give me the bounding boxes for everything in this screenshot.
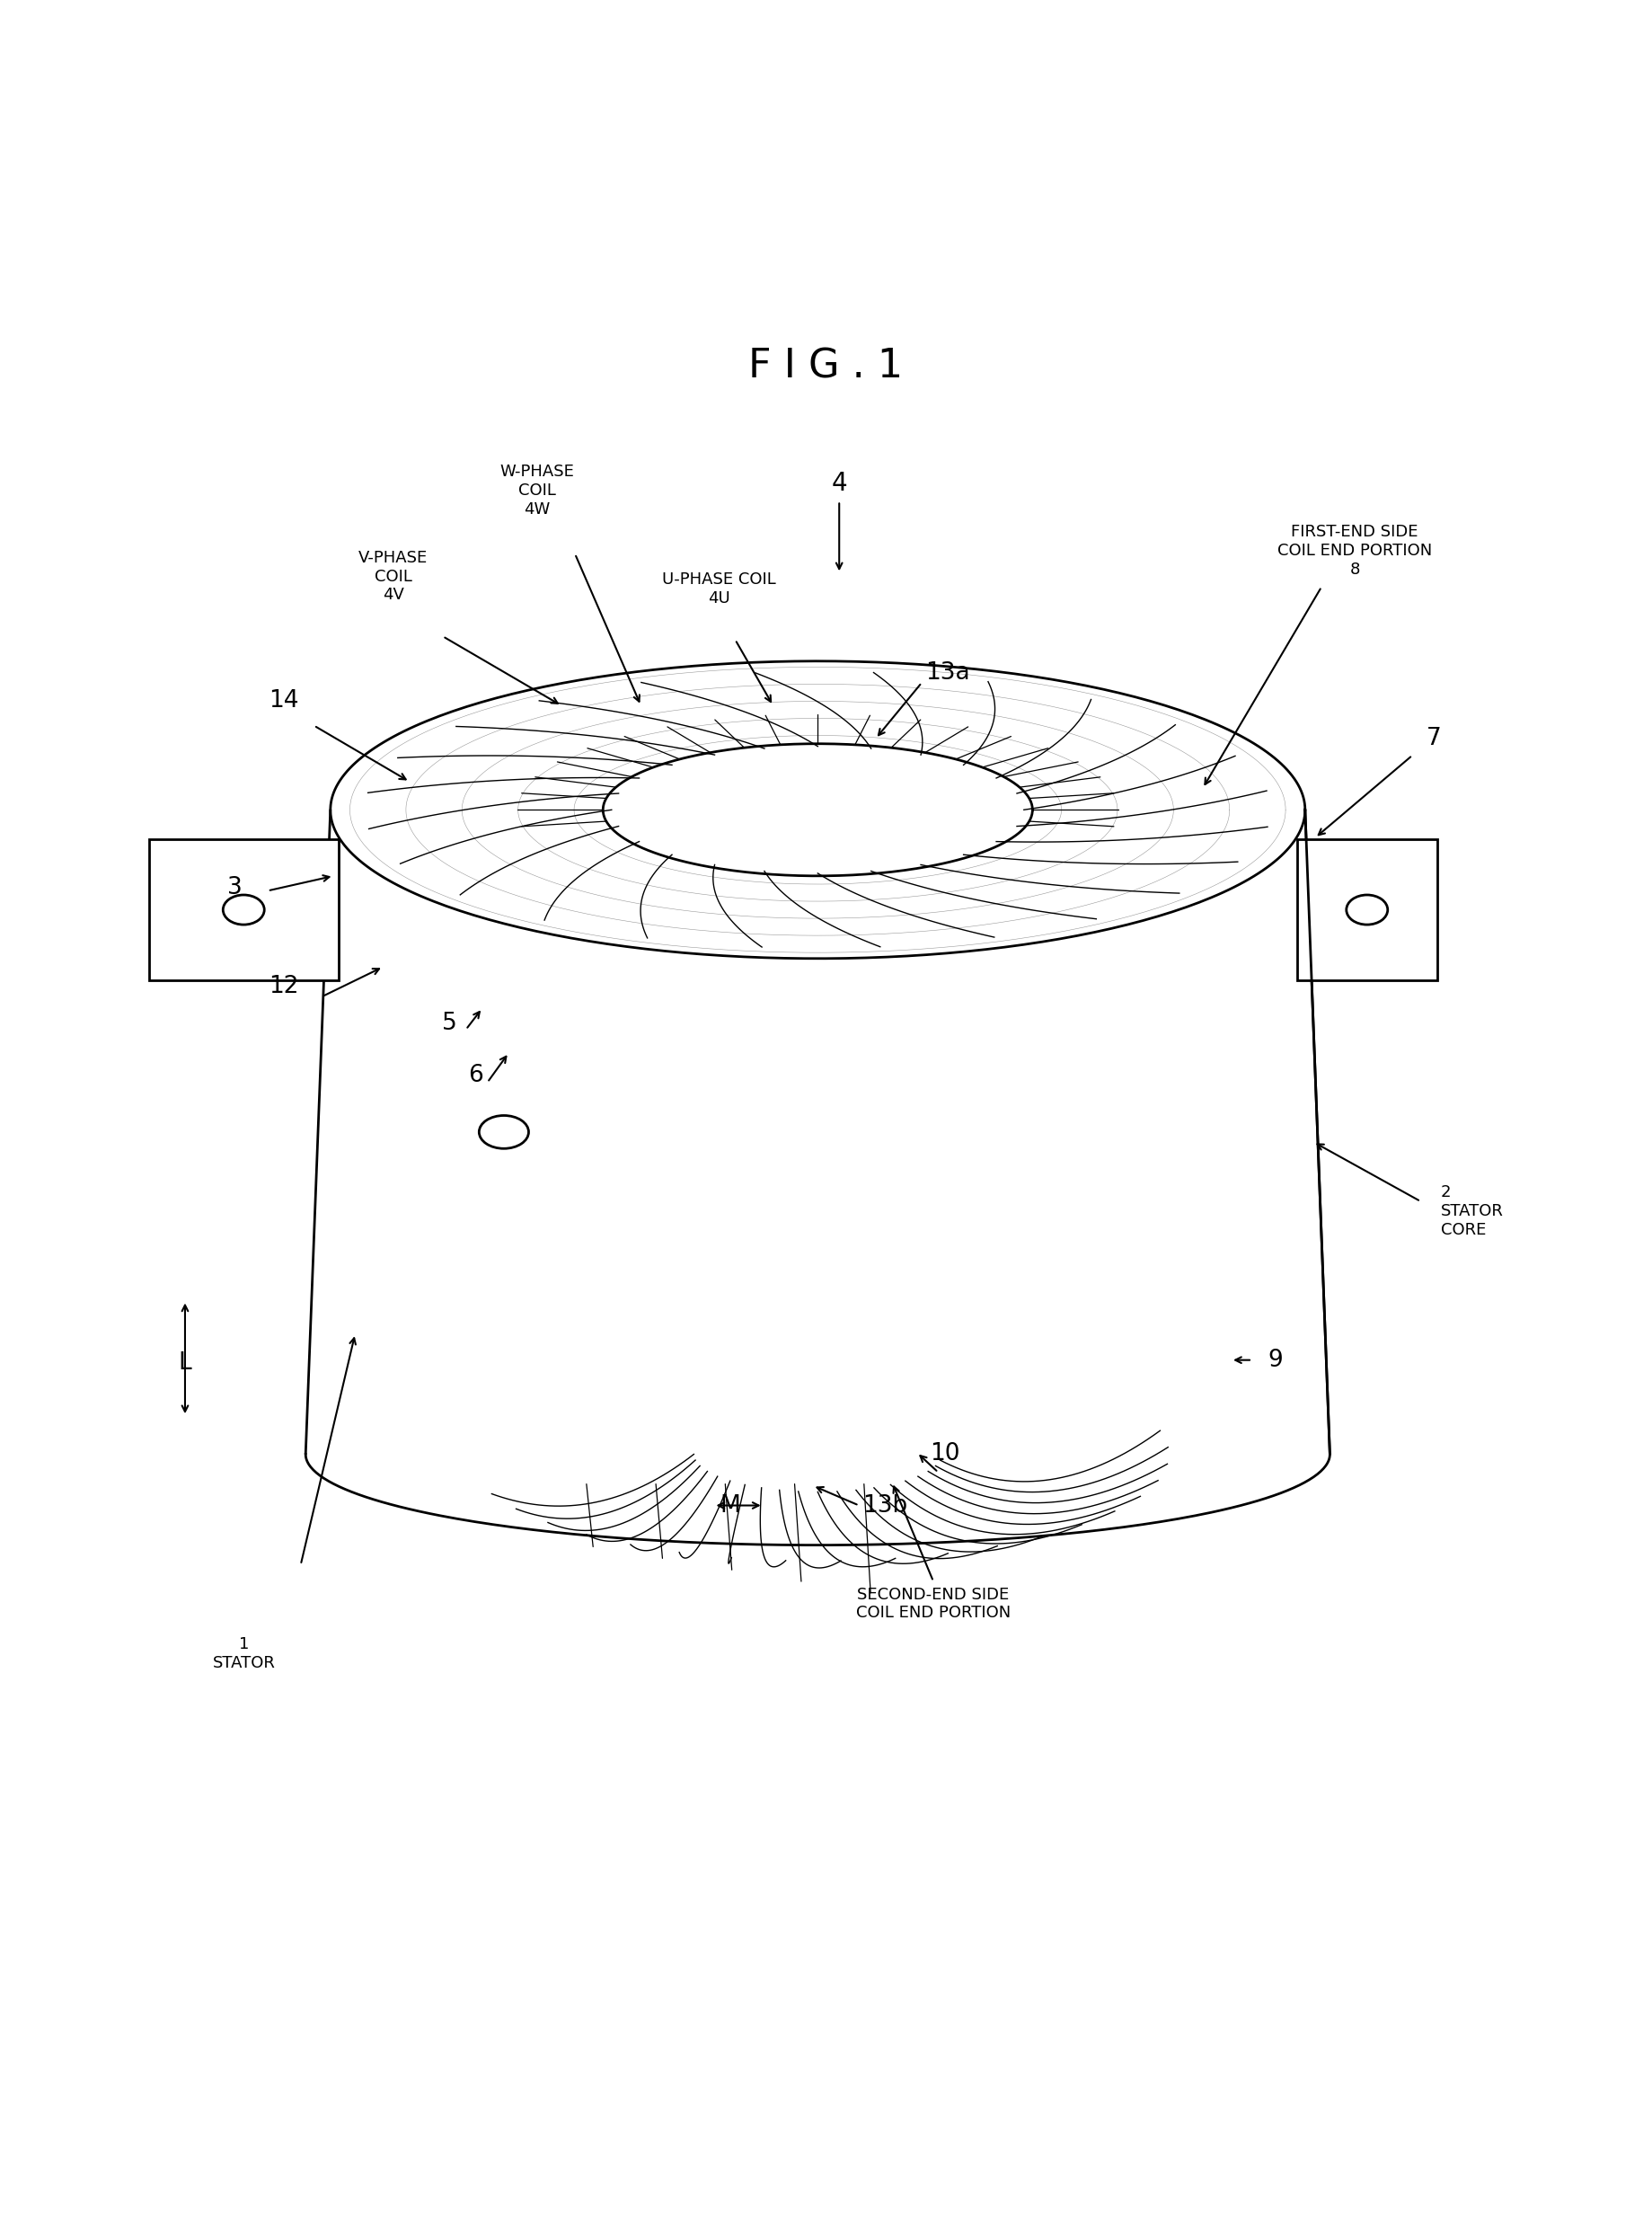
Text: 7: 7 [1426,727,1442,750]
Text: SECOND-END SIDE
COIL END PORTION: SECOND-END SIDE COIL END PORTION [856,1586,1011,1622]
Text: 9: 9 [1267,1348,1284,1372]
Text: 1
STATOR: 1 STATOR [213,1635,276,1671]
FancyBboxPatch shape [1297,839,1437,979]
Text: L: L [178,1352,192,1374]
Text: 12: 12 [269,975,299,997]
Text: 13a: 13a [925,660,970,685]
Text: 5: 5 [441,1011,458,1035]
Text: 6: 6 [468,1064,484,1086]
Text: 3: 3 [226,877,243,899]
FancyBboxPatch shape [149,839,339,979]
Text: 10: 10 [930,1443,960,1466]
Text: 13b: 13b [862,1495,907,1517]
Text: 4: 4 [831,471,847,495]
Text: FIRST-END SIDE
COIL END PORTION
8: FIRST-END SIDE COIL END PORTION 8 [1277,524,1432,578]
Text: 2
STATOR
CORE: 2 STATOR CORE [1441,1185,1503,1238]
Text: V-PHASE
COIL
4V: V-PHASE COIL 4V [358,549,428,602]
Text: F I G . 1: F I G . 1 [748,348,904,386]
Text: U-PHASE COIL
4U: U-PHASE COIL 4U [662,571,775,607]
Text: W-PHASE
COIL
4W: W-PHASE COIL 4W [499,464,575,518]
Text: 14: 14 [269,689,299,712]
Text: M: M [720,1495,740,1517]
